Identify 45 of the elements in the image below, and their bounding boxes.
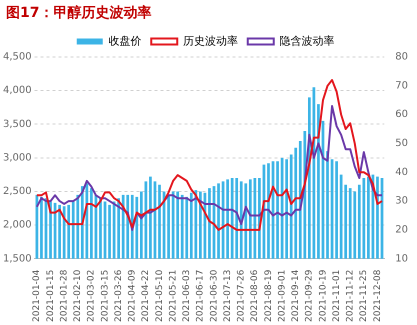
y2-tick-label: 50 [395,138,408,150]
x-tick-label: 2021-12-08 [372,269,383,322]
x-tick-label: 2021-10-19 [318,269,328,322]
x-tick-label: 2021-03-15 [100,270,110,322]
x-tick-label: 2021-02-10 [73,269,84,322]
y-tick-label: 3,500 [2,118,32,130]
x-tick-label: 2021-08-06 [250,269,260,322]
y-tick-label: 4,000 [2,85,32,96]
y-tick-label: 2,500 [2,186,32,198]
y-tick-label: 4,500 [2,52,32,63]
y2-tick-label: 10 [395,253,408,264]
y2-tick-label: 40 [395,166,408,178]
y2-tick-label: 70 [395,80,408,92]
x-tick-label: 2021-01-28 [59,269,70,322]
x-tick-label: 2021-05-10 [154,269,165,322]
x-tick-label: 2021-01-15 [46,270,56,322]
x-tick-label: 2021-05-21 [168,270,178,322]
legend-label: 隐含波动率 [279,34,334,48]
x-tick-label: 2021-04-09 [128,269,138,322]
chart-title: 图17：甲醇历史波动率 [5,4,152,23]
legend-label: 收盘价 [108,34,142,48]
x-tick-label: 2021-07-26 [236,269,247,322]
legend-label: 历史波动率 [182,34,238,48]
x-tick-label: 2021-06-30 [209,269,220,322]
y-tick-label: 2,000 [2,220,32,231]
x-tick-label: 2021-01-04 [32,269,42,322]
y2-tick-label: 80 [395,52,408,63]
x-tick-label: 2021-03-26 [114,269,124,322]
x-tick-label: 2021-09-29 [304,269,315,322]
x-tick-label: 2021-06-17 [196,270,206,322]
y2-tick-label: 20 [395,224,408,236]
y2-tick-label: 30 [395,196,408,207]
x-tick-label: 2021-03-02 [86,270,97,322]
x-tick-label: 2021-07-13 [222,270,233,322]
y2-tick-label: 60 [395,109,408,120]
x-tick-label: 2021-11-25 [359,270,370,322]
x-tick-label: 2021-11-12 [346,270,356,322]
x-tick-label: 2021-09-14 [291,269,302,322]
x-tick-label: 2021-08-19 [264,269,274,322]
y-tick-label: 3,000 [2,152,32,164]
x-tick-label: 2021-06-03 [182,270,192,322]
x-tick-label: 2021-09-01 [277,270,288,322]
x-tick-label: 2021-11-01 [332,270,342,322]
x-tick-label: 2021-04-22 [141,270,152,322]
y-tick-label: 1,500 [2,253,32,264]
